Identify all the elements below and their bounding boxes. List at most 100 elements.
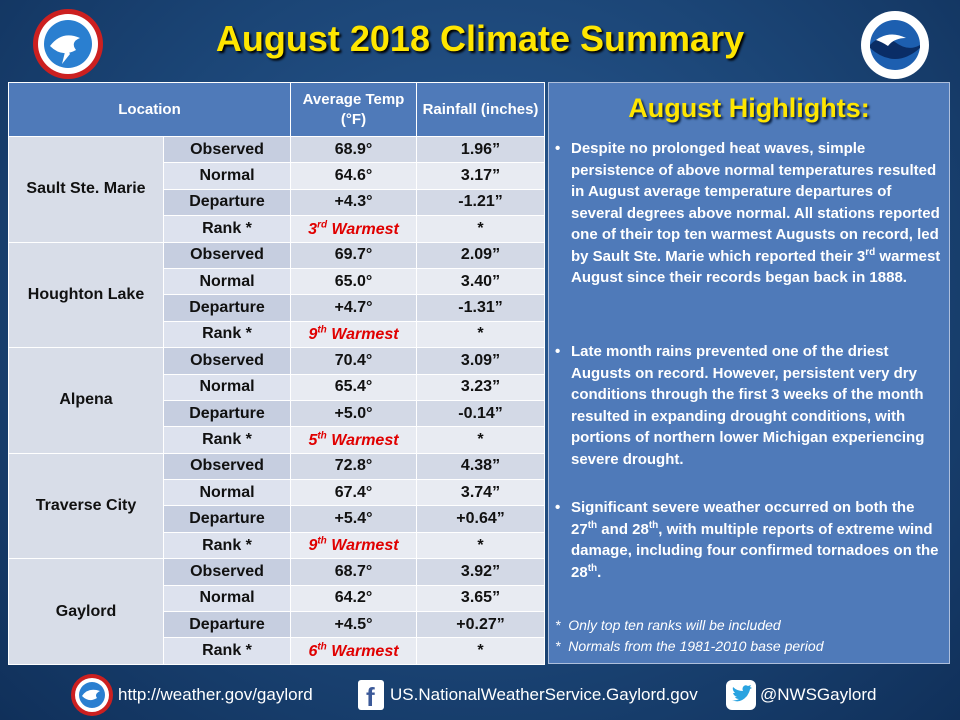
rank-text: 3rd Warmest bbox=[308, 219, 399, 238]
table-row: Departure +4.7° -1.31” bbox=[9, 294, 545, 322]
footer: http://weather.gov/gaylord f US.National… bbox=[0, 672, 960, 718]
rain-cell: 3.74” bbox=[416, 479, 545, 507]
noaa-logo-icon bbox=[861, 11, 929, 79]
rank-cell: 5th Warmest bbox=[290, 426, 417, 454]
row-label: Departure bbox=[163, 399, 291, 428]
rain-cell: 3.92” bbox=[416, 558, 545, 586]
rain-cell: * bbox=[416, 320, 545, 349]
bullet-icon: • bbox=[555, 499, 561, 516]
rain-cell: 3.17” bbox=[416, 162, 545, 190]
rank-text: 9th Warmest bbox=[308, 324, 399, 344]
bullet-icon: • bbox=[555, 140, 561, 157]
rain-cell: +0.64” bbox=[416, 505, 545, 533]
row-label: Departure bbox=[163, 188, 291, 217]
highlight-text: Significant severe weather occurred on b… bbox=[571, 499, 939, 581]
table-row: Normal 64.2° 3.65” bbox=[9, 584, 545, 613]
highlight-item: • Despite no prolonged heat waves, simpl… bbox=[555, 138, 943, 328]
row-label: Observed bbox=[163, 558, 291, 586]
highlight-text: Despite no prolonged heat waves, simple … bbox=[571, 140, 941, 286]
table-row: Normal 67.4° 3.74” bbox=[9, 479, 545, 507]
rank-text: 6th Warmest bbox=[308, 641, 399, 660]
footnote-normals: * Normals from the 1981-2010 base period bbox=[555, 638, 824, 654]
rain-cell: 3.65” bbox=[416, 584, 545, 613]
temp-cell: +5.0° bbox=[290, 399, 417, 428]
rain-cell: 3.09” bbox=[416, 347, 545, 375]
rank-text: 9th Warmest bbox=[308, 535, 399, 555]
row-label: Departure bbox=[163, 505, 291, 533]
rain-cell: 1.96” bbox=[416, 135, 545, 164]
rain-cell: +0.27” bbox=[416, 611, 545, 639]
temp-cell: 68.7° bbox=[290, 558, 417, 586]
table-row: Traverse City Observed 72.8° 4.38” bbox=[8, 452, 545, 560]
bullet-icon: • bbox=[555, 343, 561, 360]
twitter-icon bbox=[726, 680, 756, 710]
twitter-link[interactable]: @NWSGaylord bbox=[760, 685, 877, 704]
climate-table: Location Average Temp (°F) Rainfall (inc… bbox=[8, 82, 545, 665]
rain-cell: -1.31” bbox=[416, 294, 545, 322]
table-row: Alpena Observed 70.4° 3.09” bbox=[8, 347, 545, 454]
table-row: Normal 65.0° 3.40” bbox=[9, 267, 545, 296]
rank-text: 5th Warmest bbox=[308, 430, 399, 449]
temp-cell: +5.4° bbox=[290, 505, 417, 533]
temp-cell: +4.3° bbox=[290, 188, 417, 217]
rain-cell: * bbox=[416, 531, 545, 560]
row-label: Normal bbox=[163, 373, 291, 401]
highlights-panel: August Highlights: • Despite no prolonge… bbox=[548, 82, 950, 664]
page-title: August 2018 Climate Summary bbox=[215, 18, 745, 59]
row-label: Observed bbox=[163, 347, 291, 375]
row-label: Observed bbox=[163, 452, 291, 481]
footer-twitter[interactable]: @NWSGaylord bbox=[726, 672, 876, 718]
location-cell: Gaylord bbox=[8, 558, 164, 665]
table-row: Houghton Lake Observed 69.7° 2.09” bbox=[8, 241, 545, 349]
rain-cell: 3.40” bbox=[416, 267, 545, 296]
nws-small-logo-icon bbox=[71, 674, 113, 716]
rank-cell: 9th Warmest bbox=[290, 531, 417, 560]
temp-cell: 67.4° bbox=[290, 479, 417, 507]
table-row: Departure +4.3° -1.21” bbox=[9, 188, 545, 217]
table-row: Rank * 9th Warmest * bbox=[9, 531, 545, 560]
rain-cell: * bbox=[416, 215, 545, 243]
rain-cell: -0.14” bbox=[416, 399, 545, 428]
location-cell: Sault Ste. Marie bbox=[8, 136, 164, 243]
footnote-ranks: * Only top ten ranks will be included bbox=[555, 617, 781, 633]
footer-website[interactable]: http://weather.gov/gaylord bbox=[70, 672, 313, 718]
nws-logo-icon bbox=[33, 9, 103, 79]
row-label: Departure bbox=[163, 611, 291, 639]
temp-cell: 72.8° bbox=[290, 452, 417, 481]
rank-cell: 9th Warmest bbox=[290, 320, 417, 349]
footer-facebook[interactable]: f US.NationalWeatherService.Gaylord.gov bbox=[358, 672, 698, 718]
header-location: Location bbox=[8, 82, 291, 137]
row-label: Observed bbox=[163, 135, 291, 164]
row-label: Rank * bbox=[163, 426, 291, 454]
header-rain: Rainfall (inches) bbox=[416, 82, 545, 137]
highlight-text: Late month rains prevented one of the dr… bbox=[571, 343, 925, 468]
row-label: Rank * bbox=[163, 215, 291, 243]
facebook-icon: f bbox=[358, 680, 384, 712]
row-label: Rank * bbox=[163, 320, 291, 349]
temp-cell: 69.7° bbox=[290, 241, 417, 269]
table-row: Sault Ste. Marie Observed 68.9° 1.96” bbox=[8, 135, 545, 243]
temp-cell: 65.0° bbox=[290, 267, 417, 296]
rank-cell: 3rd Warmest bbox=[290, 215, 417, 243]
rain-cell: 4.38” bbox=[416, 452, 545, 481]
highlight-item: • Significant severe weather occurred on… bbox=[555, 497, 943, 587]
facebook-link[interactable]: US.NationalWeatherService.Gaylord.gov bbox=[390, 685, 698, 704]
table-row: Departure +5.4° +0.64” bbox=[9, 505, 545, 533]
table-row: Departure +4.5° +0.27” bbox=[9, 611, 545, 639]
header-temp: Average Temp (°F) bbox=[290, 82, 417, 137]
row-label: Departure bbox=[163, 294, 291, 322]
website-link[interactable]: http://weather.gov/gaylord bbox=[118, 685, 313, 704]
row-label: Rank * bbox=[163, 531, 291, 560]
rain-cell: 3.23” bbox=[416, 373, 545, 401]
table-row: Rank * 9th Warmest * bbox=[9, 320, 545, 349]
highlight-item: • Late month rains prevented one of the … bbox=[555, 341, 943, 473]
row-label: Rank * bbox=[163, 637, 291, 665]
rain-cell: * bbox=[416, 637, 545, 665]
table-row: Normal 65.4° 3.23” bbox=[9, 373, 545, 401]
temp-cell: 65.4° bbox=[290, 373, 417, 401]
row-label: Normal bbox=[163, 584, 291, 613]
temp-cell: 64.6° bbox=[290, 162, 417, 190]
temp-cell: +4.7° bbox=[290, 294, 417, 322]
rain-cell: 2.09” bbox=[416, 241, 545, 269]
location-cell: Houghton Lake bbox=[8, 241, 164, 349]
